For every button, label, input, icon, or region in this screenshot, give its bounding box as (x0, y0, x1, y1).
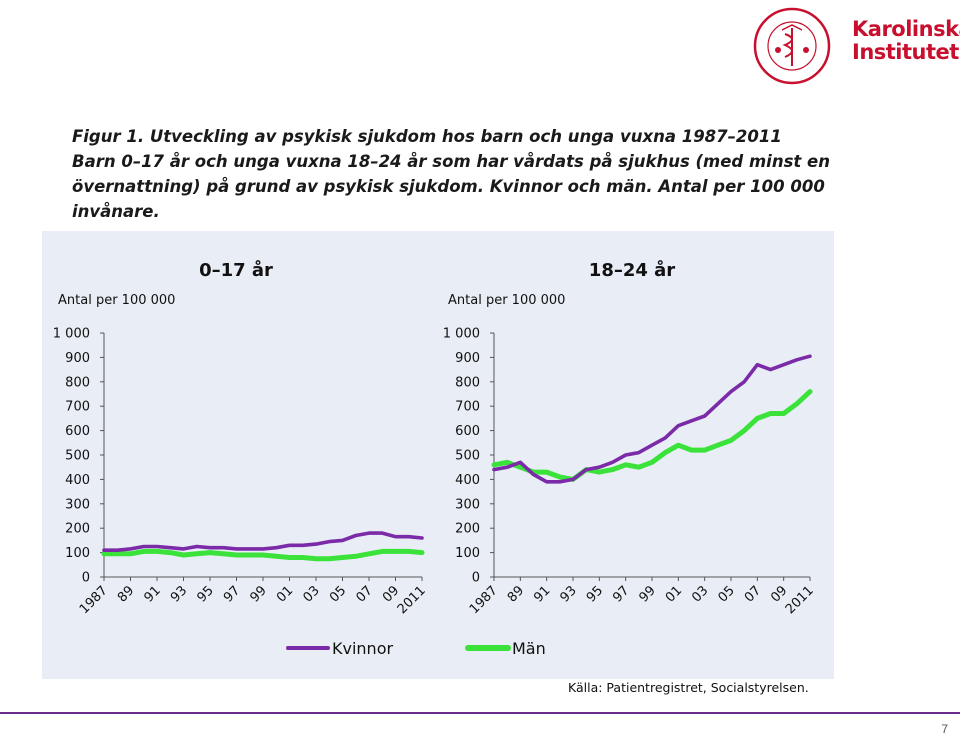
x-tick-label: 91 (142, 583, 164, 605)
x-tick-label: 03 (301, 583, 323, 605)
x-tick-label: 91 (531, 583, 553, 605)
x-tick-label: 1987 (467, 583, 501, 617)
x-tick-label: 1987 (77, 583, 111, 617)
y-tick-label: 200 (455, 522, 480, 537)
x-tick-label: 95 (584, 583, 606, 605)
x-tick-label: 03 (689, 583, 711, 605)
x-tick-label: 97 (221, 583, 243, 605)
y-tick-label: 0 (472, 571, 480, 586)
y-tick-label: 100 (455, 546, 480, 561)
x-tick-label: 07 (742, 583, 764, 605)
series-line-kvinnor (102, 531, 424, 553)
y-tick-label: 0 (82, 571, 90, 586)
legend-label: Kvinnor (332, 639, 393, 658)
series-line-kvinnor (492, 354, 812, 484)
x-tick-label: 07 (354, 583, 376, 605)
chart-title: 18–24 år (589, 259, 676, 281)
y-tick-label: 400 (455, 473, 480, 488)
x-tick-label: 99 (248, 583, 270, 605)
y-tick-label: 900 (65, 351, 90, 366)
logo-line-2: Institutet (852, 40, 959, 64)
source-note: Källa: Patientregistret, Socialstyrelsen… (568, 680, 809, 695)
y-tick-label: 800 (65, 375, 90, 390)
series-line-man (101, 548, 425, 562)
chart-panel: 0–17 år Antal per 100 000 0 100 200 300 400 500… (42, 231, 834, 679)
x-tick-label: 89 (505, 583, 527, 605)
y-tick-label: 900 (455, 351, 480, 366)
x-tick-label: 93 (558, 583, 580, 605)
series-line-man (491, 389, 813, 482)
y-tick-label: 1 000 (53, 327, 90, 342)
x-tick-label: 2011 (395, 583, 429, 617)
y-tick-label: 100 (65, 546, 90, 561)
y-tick-label: 700 (65, 400, 90, 415)
page-number: 7 (941, 722, 948, 736)
chart-title: 0–17 år (199, 259, 273, 281)
y-tick-label: 200 (65, 522, 90, 537)
x-tick-label: 95 (195, 583, 217, 605)
x-tick-label: 01 (663, 583, 685, 605)
figure-caption: Barn 0–17 år och unga vuxna 18–24 år som… (72, 152, 830, 221)
y-tick-label: 1 000 (443, 327, 480, 342)
x-tick-label: 05 (327, 583, 349, 605)
y-tick-label: 800 (455, 375, 480, 390)
karolinska-seal-icon (753, 7, 831, 85)
x-tick-label: 05 (716, 583, 738, 605)
figure-heading: Figur 1. Utveckling av psykisk sjukdom h… (72, 124, 832, 224)
karolinska-logo (753, 7, 831, 85)
y-tick-label: 300 (455, 497, 480, 512)
y-tick-label: 300 (65, 497, 90, 512)
x-tick-label: 93 (168, 583, 190, 605)
y-tick-label: 500 (65, 449, 90, 464)
y-tick-label: 600 (455, 424, 480, 439)
x-tick-label: 89 (115, 583, 137, 605)
legend-label: Män (512, 639, 546, 658)
y-tick-label: 600 (65, 424, 90, 439)
logo-line-1: Karolinska (852, 17, 960, 41)
footer-rule (0, 712, 960, 714)
x-tick-label: 99 (637, 583, 659, 605)
y-axis-label: Antal per 100 000 (58, 293, 175, 308)
x-tick-label: 97 (610, 583, 632, 605)
y-tick-label: 400 (65, 473, 90, 488)
figure-title: Figur 1. Utveckling av psykisk sjukdom h… (72, 127, 782, 146)
y-axis-label: Antal per 100 000 (448, 293, 565, 308)
y-tick-label: 700 (455, 400, 480, 415)
y-tick-label: 500 (455, 449, 480, 464)
x-tick-label: 2011 (783, 583, 817, 617)
x-tick-label: 01 (274, 583, 296, 605)
logo-wordmark: Karolinska Institutet (852, 18, 960, 64)
